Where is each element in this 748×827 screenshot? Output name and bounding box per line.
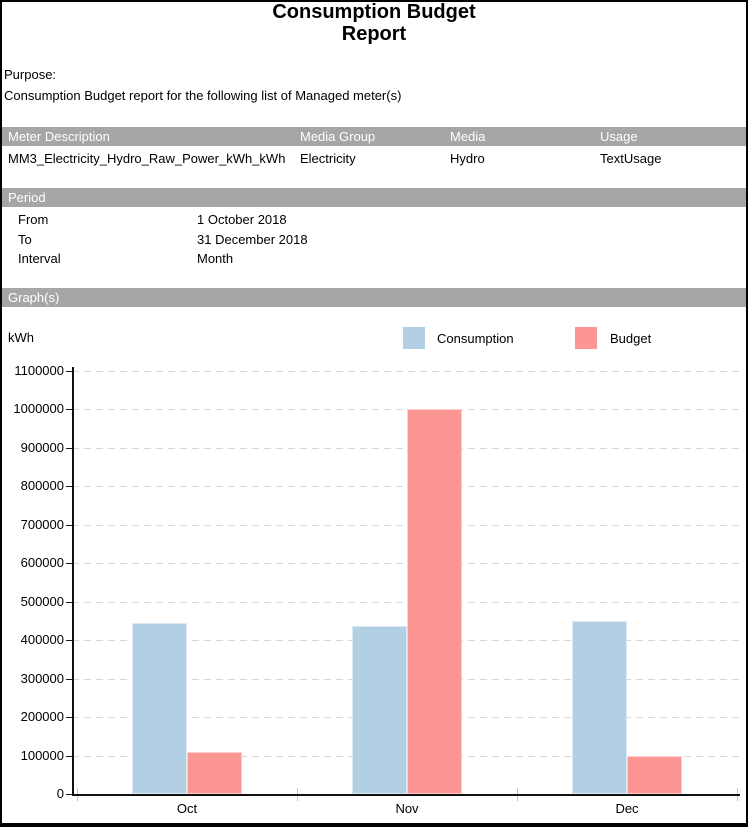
bar-budget-dec xyxy=(627,755,682,794)
gridline xyxy=(72,601,740,603)
gridline xyxy=(72,524,740,526)
y-axis-tick-label: 300000 xyxy=(20,670,64,686)
y-axis-tick xyxy=(66,524,72,526)
cell-media-group: Electricity xyxy=(300,151,356,166)
cell-usage: TextUsage xyxy=(600,151,662,166)
from-label: From xyxy=(18,212,49,227)
y-axis-tick xyxy=(66,794,72,795)
y-axis-tick-label: 100000 xyxy=(20,747,64,763)
gridline xyxy=(72,447,740,449)
bar-consumption-nov xyxy=(352,625,407,794)
y-axis-unit-label: kWh xyxy=(8,330,34,345)
legend-swatch-budget xyxy=(575,327,597,349)
period-field-interval: Interval Month xyxy=(0,249,748,268)
period-section-label: Period xyxy=(8,190,46,205)
legend-label-consumption: Consumption xyxy=(437,331,514,346)
period-field-to: To 31 December 2018 xyxy=(0,230,748,249)
meter-table-header-bar: Meter Description Media Group Media Usag… xyxy=(2,127,746,146)
y-axis-line xyxy=(72,367,74,796)
y-axis-tick-label: 1000000 xyxy=(13,401,64,417)
to-value: 31 December 2018 xyxy=(197,232,308,247)
legend-swatch-consumption xyxy=(403,327,425,349)
bar-consumption-oct xyxy=(132,622,187,794)
x-axis-line xyxy=(72,794,740,796)
column-header-usage: Usage xyxy=(600,129,638,144)
cell-media: Hydro xyxy=(450,151,485,166)
x-axis-label-oct: Oct xyxy=(176,801,198,816)
y-axis-tick xyxy=(66,371,72,372)
y-axis-tick-label: 400000 xyxy=(20,632,64,648)
y-axis-tick xyxy=(66,755,72,757)
y-axis-tick xyxy=(66,409,72,411)
y-axis-tick xyxy=(66,640,72,642)
interval-value: Month xyxy=(197,251,234,266)
x-axis-label-nov: Nov xyxy=(395,801,419,816)
bar-budget-oct xyxy=(187,751,242,794)
to-label: To xyxy=(18,232,32,247)
cell-meter-description: MM3_Electricity_Hydro_Raw_Power_kWh_kWh xyxy=(8,151,286,166)
purpose-text: Consumption Budget report for the follow… xyxy=(4,88,402,103)
column-header-media: Media xyxy=(450,129,486,144)
y-axis-tick xyxy=(66,447,72,449)
y-axis-tick xyxy=(66,717,72,719)
gridline xyxy=(72,371,740,372)
y-axis-tick xyxy=(66,486,72,488)
report-title: Consumption Budget Report xyxy=(272,1,476,45)
chart-legend: Consumption Budget xyxy=(0,327,748,349)
x-axis-label-dec: Dec xyxy=(615,801,639,816)
y-axis-tick-label: 500000 xyxy=(20,593,64,609)
graphs-section-label: Graph(s) xyxy=(8,290,60,305)
y-axis-tick-label: 600000 xyxy=(20,555,64,571)
y-axis-tick-label: 0 xyxy=(56,786,64,801)
y-axis-tick-label: 800000 xyxy=(20,478,64,494)
y-axis-tick-label: 700000 xyxy=(20,516,64,532)
column-header-media-group: Media Group xyxy=(300,129,376,144)
period-section-header: Period xyxy=(2,188,746,207)
interval-label: Interval xyxy=(18,251,61,266)
table-row: MM3_Electricity_Hydro_Raw_Power_kWh_kWh … xyxy=(2,149,746,168)
from-value: 1 October 2018 xyxy=(197,212,287,227)
graphs-section-header: Graph(s) xyxy=(2,288,746,307)
y-axis-tick-label: 900000 xyxy=(20,439,64,455)
purpose-label: Purpose: xyxy=(4,67,57,82)
y-axis-tick-label: 200000 xyxy=(20,709,64,725)
y-axis-tick xyxy=(66,601,72,603)
y-axis-tick xyxy=(66,563,72,565)
period-field-from: From 1 October 2018 xyxy=(0,210,748,229)
gridline xyxy=(72,486,740,488)
bar-budget-nov xyxy=(407,409,462,794)
gridline xyxy=(72,563,740,565)
column-header-meter-description: Meter Description xyxy=(8,129,110,144)
bar-consumption-dec xyxy=(572,620,627,794)
legend-label-budget: Budget xyxy=(610,331,652,346)
y-axis-tick xyxy=(66,678,72,680)
gridline xyxy=(72,409,740,411)
y-axis-tick-label: 1100000 xyxy=(14,363,64,378)
